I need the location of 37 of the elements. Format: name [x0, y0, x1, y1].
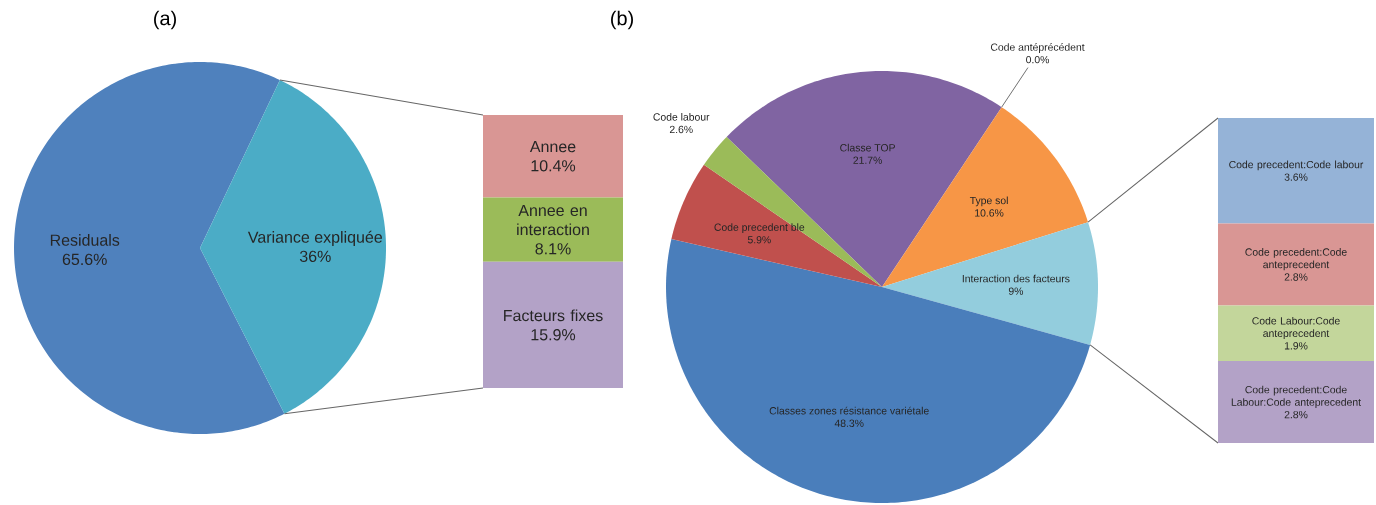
data-label: 21.7%: [853, 156, 882, 164]
slice-label: Classes zones résistance variétale: [769, 406, 929, 415]
series-label: Annee en interaction: [517, 204, 589, 236]
bar: [1218, 305, 1375, 362]
data-label: 65.6%: [62, 253, 107, 266]
series-label: Code precedent:Code labour: [1229, 160, 1364, 171]
data-label: 48.3%: [834, 419, 864, 427]
category-label: Code antéprécédent: [990, 43, 1085, 53]
slice-label: Variance expliquée: [247, 230, 383, 246]
data-label: 3.6%: [1284, 173, 1308, 181]
chart-title: (b): [611, 10, 633, 30]
data-label: 2.8%: [1284, 273, 1308, 281]
data-label: 5.9%: [747, 236, 771, 244]
text: 0.0%: [1026, 55, 1050, 64]
data-label: 2.8%: [1284, 410, 1308, 419]
data-label: 1.9%: [1284, 342, 1308, 350]
chart-title: (a): [154, 10, 176, 30]
data-label: 2.6%: [669, 125, 693, 134]
series-label: Facteurs fixes: [504, 309, 603, 322]
slice-label: Type sol: [969, 196, 1008, 207]
data-label: 10.4%: [531, 160, 576, 172]
series-label: Code precedent:Code anteprecedent: [1245, 248, 1347, 271]
slice-label: Residuals: [50, 234, 120, 246]
data-label: 8.1%: [535, 243, 571, 255]
series-label: Annee: [529, 141, 576, 153]
bar: [1218, 118, 1375, 224]
slice-label: Classe TOP: [840, 143, 895, 152]
series-label: Code precedent:Code Labour:Code anteprecedent: [1231, 385, 1361, 408]
bar: [1218, 361, 1375, 443]
slice-label: Interaction des facteurs: [962, 274, 1070, 283]
data-label: 10.6%: [975, 209, 1004, 217]
series-label: Code Labour:Code anteprecedent: [1252, 316, 1340, 340]
data-label: 15.9%: [531, 329, 576, 341]
slice-label: Code labour: [653, 113, 710, 121]
data-label: 9%: [1008, 287, 1024, 295]
bar: [1218, 223, 1375, 306]
data-label: 36%: [299, 250, 331, 263]
